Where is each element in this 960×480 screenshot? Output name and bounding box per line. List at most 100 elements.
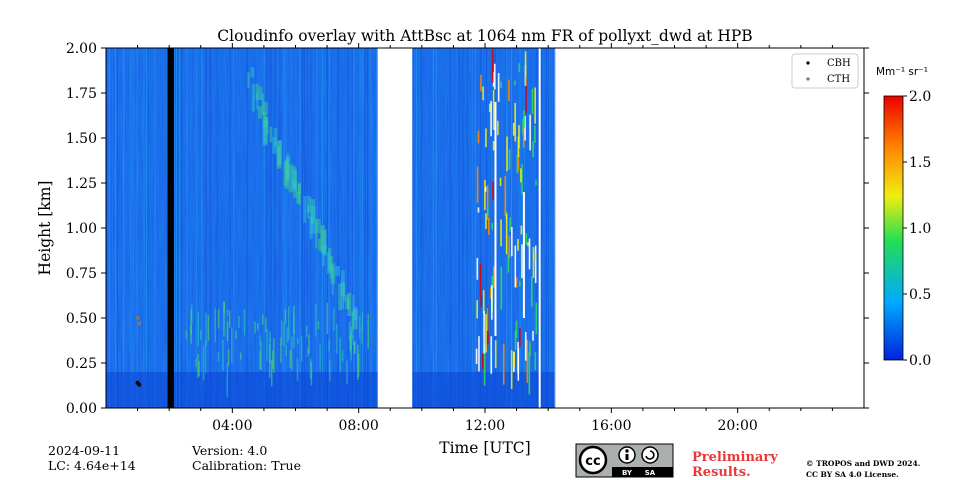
signal-streak xyxy=(239,48,241,408)
signal-streak xyxy=(216,48,218,408)
signal-streak xyxy=(465,48,467,408)
aerosol-streak xyxy=(350,330,352,361)
cloud-signal xyxy=(527,242,529,247)
x-axis-label: Time [UTC] xyxy=(439,439,530,457)
aerosol-streak xyxy=(348,322,351,341)
aerosol-layer-streak xyxy=(257,106,263,119)
aerosol-layer-streak xyxy=(335,266,340,277)
signal-streak xyxy=(364,48,366,408)
signal-streak xyxy=(328,48,330,408)
aerosol-streak xyxy=(287,306,290,341)
aerosol-layer-streak xyxy=(347,292,352,317)
aerosol-layer-streak xyxy=(310,198,315,224)
aerosol-streak xyxy=(254,321,256,334)
cloud-signal xyxy=(488,103,491,113)
by-person-body xyxy=(625,454,629,460)
aerosol-streak xyxy=(185,330,187,339)
aerosol-streak xyxy=(202,345,205,381)
cloud-signal xyxy=(515,277,518,288)
aerosol-streak xyxy=(259,350,261,370)
x-tick-label: 08:00 xyxy=(338,418,378,434)
signal-streak xyxy=(530,48,532,408)
cloud-signal xyxy=(486,307,489,331)
aerosol-layer-streak xyxy=(297,182,301,195)
legend-cth-label: CTH xyxy=(827,74,850,85)
signal-streak xyxy=(272,48,274,408)
signal-streak xyxy=(442,48,444,408)
aerosol-layer-streak xyxy=(342,282,346,302)
cloud-signal xyxy=(534,253,537,261)
aerosol-streak xyxy=(204,339,207,373)
cloud-signal xyxy=(520,168,522,183)
aerosol-layer-streak xyxy=(277,146,281,167)
cloud-signal xyxy=(525,233,528,245)
signal-streak xyxy=(502,48,504,408)
signal-streak xyxy=(458,48,460,408)
signal-streak xyxy=(345,48,347,408)
signal-streak xyxy=(518,48,520,408)
cloud-signal xyxy=(485,213,487,230)
aerosol-streak xyxy=(329,359,331,381)
signal-streak xyxy=(424,48,426,408)
aerosol-streak xyxy=(289,350,292,368)
signal-streak xyxy=(412,48,414,408)
aerosol-streak xyxy=(243,309,246,336)
y-tick-label: 0.00 xyxy=(66,401,97,417)
signal-streak xyxy=(258,48,260,408)
signal-streak xyxy=(296,48,298,408)
aerosol-streak xyxy=(361,312,364,331)
aerosol-streak xyxy=(339,337,341,373)
cloud-signal xyxy=(479,263,482,297)
aerosol-streak xyxy=(291,336,293,371)
aerosol-layer-streak xyxy=(269,126,273,143)
cloud-signal xyxy=(484,179,486,210)
signal-streak xyxy=(522,48,524,408)
aerosol-layer-streak xyxy=(262,112,267,127)
aerosol-streak xyxy=(351,311,354,339)
cloud-signal xyxy=(522,126,525,148)
cloud-signal xyxy=(477,207,480,213)
y-tick-label: 0.25 xyxy=(66,356,97,372)
cloud-signal xyxy=(492,89,495,130)
cloud-signal xyxy=(485,128,487,148)
saturation-column xyxy=(494,102,497,336)
cc-badge-strip xyxy=(612,467,673,477)
aerosol-streak xyxy=(296,357,299,381)
cloud-signal xyxy=(525,76,527,114)
aerosol-layer-streak xyxy=(263,116,268,144)
cloud-signal xyxy=(505,213,508,255)
aerosol-layer-streak xyxy=(324,229,327,249)
signal-streak xyxy=(327,48,329,408)
sa-share-arrow xyxy=(645,450,655,460)
signal-streak xyxy=(514,48,516,408)
signal-streak xyxy=(147,48,149,408)
signal-streak xyxy=(196,48,198,408)
aerosol-layer-streak xyxy=(250,67,255,78)
cloud-signal xyxy=(524,332,527,361)
footer-version: Version: 4.0 xyxy=(191,443,267,458)
colorbar-gradient xyxy=(883,95,904,361)
signal-streak xyxy=(356,48,358,408)
aerosol-layer-streak xyxy=(288,164,294,193)
cloud-signal xyxy=(506,136,508,172)
cloud-signal xyxy=(534,125,536,143)
colorbar-tick-label: 0.5 xyxy=(909,287,931,303)
aerosol-streak xyxy=(333,308,335,331)
aerosol-streak xyxy=(190,329,192,344)
aerosol-streak xyxy=(281,320,283,346)
signal-streak xyxy=(246,48,248,408)
cloud-signal xyxy=(526,339,529,383)
signal-streak xyxy=(543,48,545,408)
cloud-signal xyxy=(478,336,480,372)
signal-streak xyxy=(496,48,498,408)
signal-streak xyxy=(279,48,281,408)
signal-streak xyxy=(337,48,339,408)
signal-streak xyxy=(349,48,351,408)
signal-streak xyxy=(320,48,322,408)
signal-streak xyxy=(270,48,272,408)
signal-streak xyxy=(316,48,318,408)
signal-streak xyxy=(353,48,355,408)
signal-streak xyxy=(548,48,550,408)
cloud-signal xyxy=(514,330,517,351)
cloud-signal xyxy=(511,226,513,257)
